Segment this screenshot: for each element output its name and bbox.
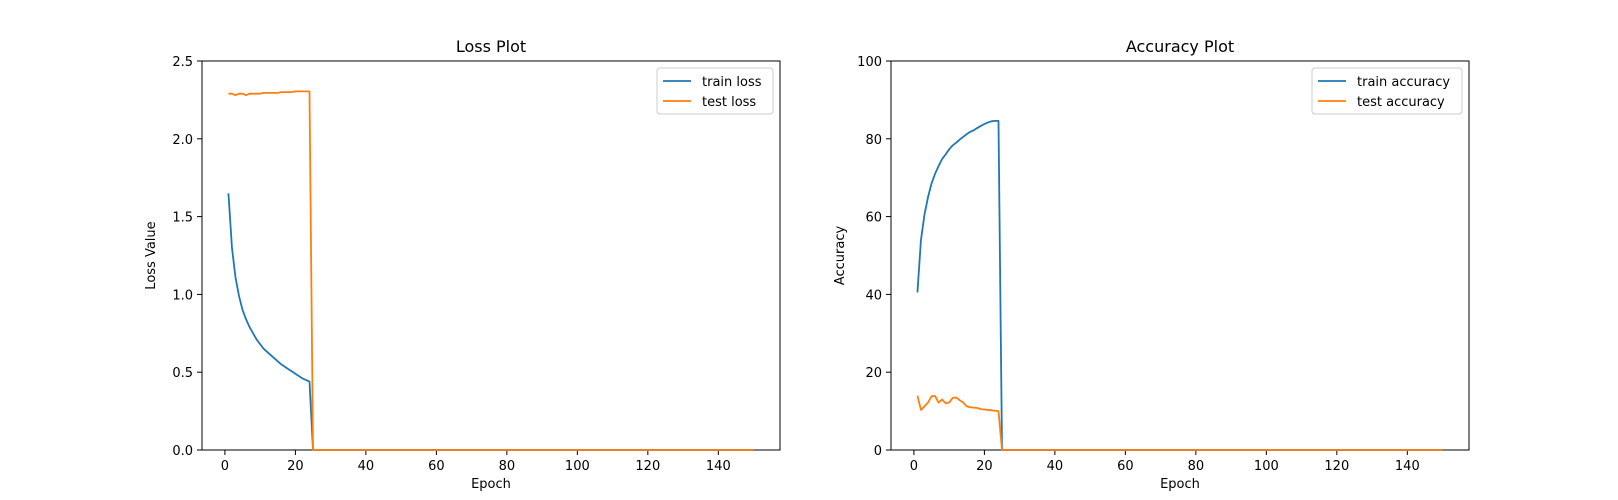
chart-title: Loss Plot: [456, 37, 526, 56]
x-tick-label: 80: [499, 459, 516, 474]
y-tick-label: 20: [865, 366, 882, 381]
series-line-train-loss: [227, 193, 754, 451]
chart-title: Accuracy Plot: [1126, 37, 1234, 56]
x-tick-label: 40: [1047, 459, 1064, 474]
y-tick-label: 0.5: [172, 366, 193, 381]
x-tick-label: 120: [635, 459, 660, 474]
x-tick-label: 20: [976, 459, 993, 474]
y-axis-label: Loss Value: [144, 221, 159, 289]
y-tick-label: 80: [865, 133, 882, 148]
x-tick-label: 80: [1188, 459, 1205, 474]
legend-label: train loss: [702, 75, 762, 90]
x-tick-label: 40: [358, 459, 375, 474]
x-axis-label: Epoch: [1160, 477, 1200, 492]
y-tick-label: 40: [865, 288, 882, 303]
legend-frame: [1311, 67, 1463, 115]
x-tick-label: 100: [565, 459, 590, 474]
y-tick-label: 100: [857, 55, 882, 70]
x-tick-label: 60: [428, 459, 445, 474]
x-tick-label: 100: [1254, 459, 1279, 474]
x-tick-label: 120: [1324, 459, 1349, 474]
series-line-train-accuracy: [916, 120, 1443, 451]
legend: train loss test loss: [656, 67, 774, 115]
y-tick-label: 2.0: [172, 133, 193, 148]
y-tick-label: 2.5: [172, 55, 193, 70]
series-line-test-accuracy: [916, 395, 1443, 451]
x-tick-label: 140: [1395, 459, 1420, 474]
chart-1: Accuracy Plot 0 20 40 60 80 100 120 140 0 20 40 60 80…: [833, 37, 1470, 492]
series-line-test-loss: [228, 90, 754, 451]
x-tick-label: 60: [1117, 459, 1134, 474]
x-tick-label: 20: [287, 459, 304, 474]
legend-label: test loss: [702, 95, 756, 110]
axes-frame: [890, 60, 1470, 451]
y-tick-label: 1.5: [172, 211, 193, 226]
legend-frame: [656, 67, 774, 115]
legend-label: train accuracy: [1357, 75, 1450, 90]
y-axis-label: Accuracy: [833, 226, 848, 286]
legend-label: test accuracy: [1357, 95, 1445, 110]
x-tick-label: 0: [910, 459, 918, 474]
y-tick-label: 60: [865, 211, 882, 226]
y-tick-label: 1.0: [172, 288, 193, 303]
x-tick-label: 0: [221, 459, 229, 474]
legend: train accuracy test accuracy: [1311, 67, 1463, 115]
y-tick-label: 0: [874, 444, 882, 459]
axes-frame: [201, 60, 781, 451]
x-tick-label: 140: [706, 459, 731, 474]
chart-0: Loss Plot 0 20 40 60 80 100 120 140 0.0 0.5 1.0 1.5 2…: [144, 37, 781, 492]
x-axis-label: Epoch: [471, 477, 511, 492]
y-tick-label: 0.0: [172, 444, 193, 459]
